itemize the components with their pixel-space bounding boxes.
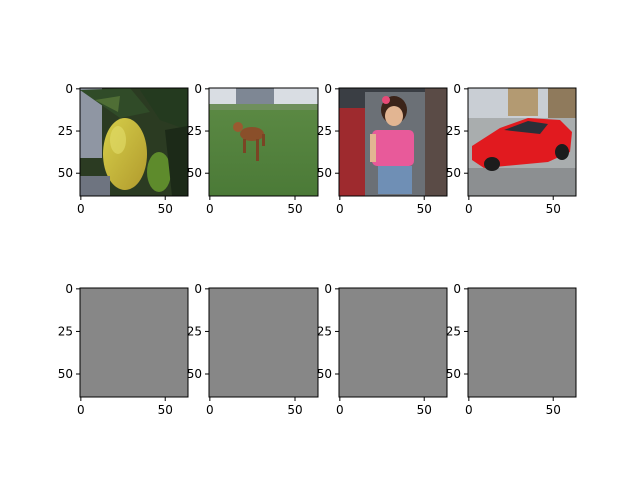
x-tick-label: 0	[336, 403, 344, 417]
axes-panel: 0 50 0 25 50	[187, 82, 319, 216]
y-tick-label: 25	[187, 124, 202, 138]
x-tick-label: 50	[158, 202, 173, 216]
axes-panel: 0 50 0 25 50	[58, 282, 189, 417]
x-tick-label: 0	[465, 202, 473, 216]
y-tick-label: 0	[453, 82, 461, 96]
x-tick-label: 0	[77, 202, 85, 216]
y-tick-label: 0	[324, 282, 332, 296]
y-tick-label: 50	[446, 166, 461, 180]
x-tick-label: 50	[417, 403, 432, 417]
y-tick-label: 0	[453, 282, 461, 296]
y-tick-label: 25	[317, 124, 332, 138]
axes-panel: 0 50 0 25 50	[446, 282, 577, 417]
y-tick-label: 50	[58, 367, 73, 381]
axes-frame	[467, 287, 577, 398]
axes-panel: 0 50 0 25 50	[317, 82, 448, 216]
x-tick-label: 0	[336, 202, 344, 216]
x-tick-label: 0	[77, 403, 85, 417]
uniform-image-panel	[209, 288, 318, 397]
y-tick-label: 25	[446, 324, 461, 338]
y-tick-label: 25	[317, 324, 332, 338]
axes-panel: 0 50 0 25 50	[187, 282, 319, 417]
y-tick-label: 50	[58, 166, 73, 180]
y-tick-label: 0	[65, 282, 73, 296]
y-tick-label: 0	[324, 82, 332, 96]
uniform-image-panel	[468, 288, 576, 397]
x-tick-label: 50	[287, 403, 302, 417]
y-tick-label: 0	[194, 82, 202, 96]
image-panel-dog	[209, 88, 318, 196]
x-tick-label: 0	[465, 403, 473, 417]
axes-frame	[467, 87, 577, 197]
image-panel-car	[468, 88, 576, 196]
y-tick-label: 50	[317, 166, 332, 180]
y-tick-label: 50	[446, 367, 461, 381]
image-panel-child	[339, 88, 447, 196]
axes-frame	[338, 87, 448, 197]
y-tick-label: 50	[187, 367, 202, 381]
y-tick-label: 25	[58, 124, 73, 138]
y-tick-label: 25	[187, 324, 202, 338]
axes-panel: 0 50 0 25 50	[58, 82, 189, 216]
axes-frame	[79, 287, 189, 398]
x-tick-label: 50	[546, 403, 561, 417]
x-tick-label: 50	[158, 403, 173, 417]
image-panel-lemon	[80, 88, 188, 196]
axes-frame	[208, 87, 319, 197]
axes-frame	[208, 287, 319, 398]
x-tick-label: 50	[287, 202, 302, 216]
axes-panel: 0 50 0 25 50	[317, 282, 448, 417]
y-tick-label: 50	[317, 367, 332, 381]
x-tick-label: 0	[206, 202, 214, 216]
axes-panel: 0 50 0 25 50	[446, 82, 577, 216]
x-tick-label: 50	[417, 202, 432, 216]
axes-layer: 0 50 0 25 50 0 50 0 25 50 0 50 0 25 50 0 50 0 25 50 0 50 0 25 50…	[58, 82, 577, 417]
y-tick-label: 50	[187, 166, 202, 180]
x-tick-label: 50	[546, 202, 561, 216]
axes-frame	[338, 287, 448, 398]
y-tick-label: 0	[194, 282, 202, 296]
y-tick-label: 25	[446, 124, 461, 138]
uniform-image-panel	[339, 288, 447, 397]
y-tick-label: 0	[65, 82, 73, 96]
y-tick-label: 25	[58, 324, 73, 338]
uniform-image-panel	[80, 288, 188, 397]
axes-frame	[79, 87, 189, 197]
x-tick-label: 0	[206, 403, 214, 417]
